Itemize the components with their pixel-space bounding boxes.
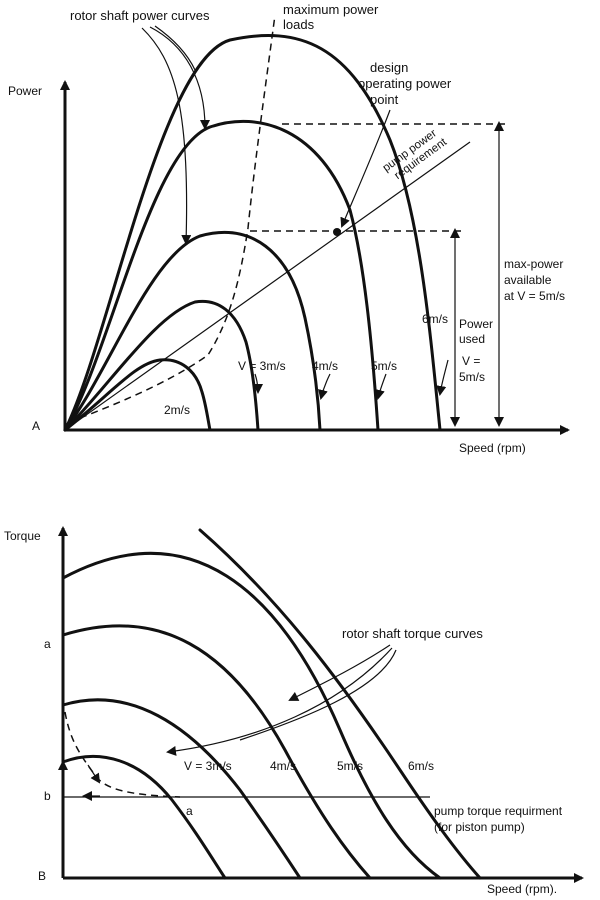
torque-curve-label-6ms: 6m/s: [408, 759, 434, 773]
max-power-loads-line: [79, 14, 276, 419]
point-label-a: a: [186, 804, 193, 818]
torque-curve-3ms: [61, 698, 302, 880]
curve-label-5ms: 5m/s: [371, 359, 397, 373]
curve-label-4ms: 4m/s: [312, 359, 338, 373]
curve-label-6ms: 6m/s: [422, 312, 448, 326]
design-point-label-2: operating power: [358, 76, 452, 91]
torque-curve-label-5ms: 5m/s: [337, 759, 363, 773]
design-point-pointer: [340, 109, 391, 228]
power-axis-label: Power: [8, 84, 42, 98]
max-power-available-label-1: max-power: [504, 257, 563, 271]
power-curve-6ms: [63, 34, 442, 432]
rotor-torque-pointer-3: [239, 649, 397, 741]
power-chart: Power Speed (rpm) A rotor shaft power cu…: [8, 2, 570, 455]
max-power-loads-label-1: maximum power: [283, 2, 379, 17]
design-operating-point: [333, 228, 341, 236]
rotor-torque-curves-label: rotor shaft torque curves: [342, 626, 483, 641]
speed-axis-label-top: Speed (rpm): [459, 441, 526, 455]
pump-power-requirement-line: [64, 141, 471, 431]
speed-axis-label-bottom: Speed (rpm).: [487, 882, 557, 896]
torque-axis-label: Torque: [4, 529, 41, 543]
curve-pointer-5ms: [375, 373, 387, 400]
power-curve-3ms: [63, 299, 260, 432]
max-power-available-label-3: at V = 5m/s: [504, 289, 565, 303]
rotor-torque-pointer-2: [166, 647, 393, 756]
rotor-power-pointer-3: [154, 25, 196, 71]
pump-torque-req-label-2: (for piston pump): [434, 820, 525, 834]
rotor-power-pointer-2: [141, 27, 192, 245]
curve-pointer-6ms: [436, 359, 449, 396]
pump-torque-req-label-1: pump torque requirment: [434, 804, 563, 818]
power-curve-4ms: [63, 231, 322, 432]
power-curve-5ms: [63, 119, 380, 432]
curve-pointer-4ms: [318, 373, 331, 400]
power-used-label-3: V =: [462, 354, 480, 368]
torque-curve-label-4ms: 4m/s: [270, 759, 296, 773]
tick-label-b: b: [44, 789, 51, 803]
startup-arrow-down: [87, 764, 101, 784]
power-used-label-2: used: [459, 332, 485, 346]
torque-curve-2ms: [61, 754, 227, 880]
origin-label-b: B: [38, 869, 46, 883]
design-point-label-3: point: [370, 92, 399, 107]
rotor-torque-pointer-1: [288, 644, 391, 701]
max-power-loads-label-2: loads: [283, 17, 315, 32]
torque-curve-5ms: [61, 551, 442, 880]
torque-curve-label-3ms: V = 3m/s: [184, 759, 232, 773]
power-used-label-1: Power: [459, 317, 493, 331]
power-curve-2ms: [63, 358, 212, 432]
max-power-available-label-2: available: [504, 273, 552, 287]
rotor-power-curves-label: rotor shaft power curves: [70, 8, 210, 23]
tick-label-a: a: [44, 637, 51, 651]
power-used-label-4: 5m/s: [459, 370, 485, 384]
torque-curve-6ms: [198, 528, 482, 880]
origin-label-a: A: [32, 419, 40, 433]
design-point-label-1: design: [370, 60, 408, 75]
curve-pointer-3ms: [252, 373, 263, 394]
curve-label-3ms: V = 3m/s: [238, 359, 286, 373]
rotor-power-pointer-1: [149, 26, 210, 130]
curve-label-2ms: 2m/s: [164, 403, 190, 417]
torque-chart: Torque Speed (rpm). B a b a rotor shaft …: [4, 526, 584, 896]
startup-dashed-curve: [64, 711, 181, 798]
